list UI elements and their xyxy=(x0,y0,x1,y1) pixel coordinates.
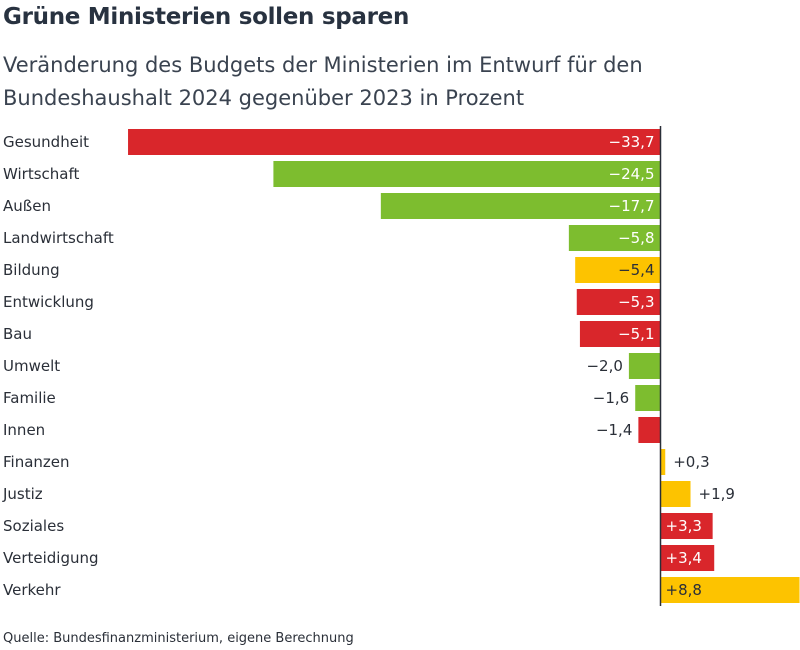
bar xyxy=(638,417,661,443)
category-label: Verteidigung xyxy=(3,549,99,567)
category-label: Bau xyxy=(3,325,32,343)
bar xyxy=(576,289,661,315)
value-label: −33,7 xyxy=(609,133,655,151)
source-note: Quelle: Bundesfinanzministerium, eigene … xyxy=(3,631,354,646)
category-label: Bildung xyxy=(3,261,60,279)
bar xyxy=(568,225,661,251)
category-label: Innen xyxy=(3,421,45,439)
category-label: Umwelt xyxy=(3,357,60,375)
value-label: +1,9 xyxy=(699,485,735,503)
category-label: Verkehr xyxy=(3,581,61,599)
chart-subtitle: Veränderung des Budgets der Ministerien … xyxy=(3,53,643,110)
bar xyxy=(628,353,661,379)
category-label: Gesundheit xyxy=(3,133,89,151)
bar xyxy=(273,161,661,187)
category-label: Landwirtschaft xyxy=(3,229,114,247)
category-label: Wirtschaft xyxy=(3,165,79,183)
value-label: −1,6 xyxy=(593,389,629,407)
category-label: Finanzen xyxy=(3,453,70,471)
value-label: −5,1 xyxy=(618,325,654,343)
bar xyxy=(380,193,661,219)
category-label: Justiz xyxy=(2,485,43,503)
value-label: −1,4 xyxy=(596,421,632,439)
value-label: −5,8 xyxy=(618,229,654,247)
value-label: +8,8 xyxy=(666,581,702,599)
bar xyxy=(579,321,661,347)
value-label: +0,3 xyxy=(673,453,709,471)
bar xyxy=(660,545,715,571)
bar xyxy=(660,513,713,539)
category-label: Familie xyxy=(3,389,56,407)
category-label: Soziales xyxy=(3,517,64,535)
bar xyxy=(660,577,800,603)
bar xyxy=(635,385,661,411)
bar xyxy=(128,129,661,155)
value-label: −5,4 xyxy=(618,261,654,279)
value-label: −24,5 xyxy=(609,165,655,183)
bar xyxy=(660,449,666,475)
value-label: +3,4 xyxy=(666,549,702,567)
category-label: Außen xyxy=(3,197,51,215)
bar xyxy=(660,481,691,507)
bar xyxy=(575,257,661,283)
bar-chart: Gesundheit −33,7 Wirtschaft −24,5 Außen −17,7… xyxy=(2,126,800,606)
value-label: −5,3 xyxy=(618,293,654,311)
category-label: Entwicklung xyxy=(3,293,94,311)
value-label: −2,0 xyxy=(586,357,622,375)
value-label: −17,7 xyxy=(609,197,655,215)
chart-title: Grüne Ministerien sollen sparen xyxy=(3,4,410,30)
value-label: +3,3 xyxy=(666,517,702,535)
